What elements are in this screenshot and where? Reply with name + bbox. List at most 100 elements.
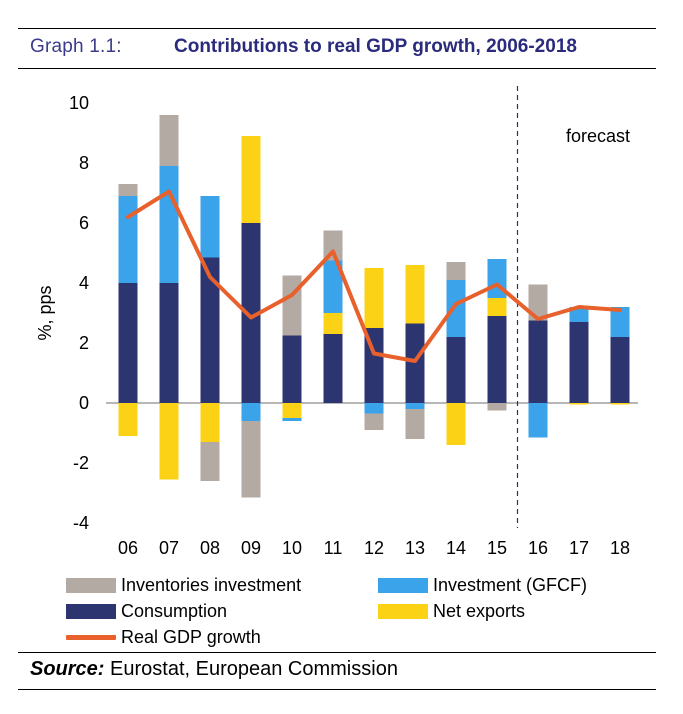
legend-item-inventories: Inventories investment: [66, 575, 301, 596]
bar-net-exports: [159, 403, 179, 480]
chart-bars: [118, 115, 630, 498]
header-rule: [18, 68, 656, 69]
bar-net-exports: [405, 265, 425, 324]
bar-inventories: [405, 409, 425, 439]
source-label: Source:: [30, 658, 105, 680]
bar-inventories: [241, 421, 261, 498]
y-axis-label: %, pps: [35, 285, 55, 340]
bar-investment: [569, 307, 589, 322]
bar-investment: [159, 166, 179, 283]
chart-header: Graph 1.1: Contributions to real GDP gro…: [30, 34, 656, 64]
bar-net-exports: [241, 136, 261, 223]
legend-label-net-exports: Net exports: [433, 601, 526, 621]
bar-consumption: [118, 283, 138, 403]
bar-inventories: [528, 284, 548, 321]
bar-net-exports: [282, 403, 302, 418]
x-tick-label: 14: [446, 538, 466, 558]
bar-investment: [241, 403, 261, 421]
y-tick-label: 0: [79, 393, 89, 413]
chart-labels: -4 -2 0 2 4 6 8 10 %, pps 06 07 08 09 10 11 12 13 14 15 16 1…: [35, 93, 630, 558]
bar-inventories: [364, 413, 384, 430]
legend-item-consumption: Consumption: [66, 601, 227, 622]
bar-investment: [405, 403, 425, 409]
legend-label-gdp-growth: Real GDP growth: [121, 627, 261, 647]
legend-swatch-inventories: [66, 578, 116, 593]
source-text: Eurostat, European Commission: [110, 658, 398, 680]
x-tick-label: 06: [118, 538, 138, 558]
bar-consumption: [200, 257, 220, 403]
bar-consumption: [569, 322, 589, 403]
bar-consumption: [487, 316, 507, 403]
bar-inventories: [200, 442, 220, 481]
x-tick-label: 12: [364, 538, 384, 558]
bar-net-exports: [446, 403, 466, 445]
legend-label-inventories: Inventories investment: [121, 575, 302, 595]
bar-inventories: [118, 184, 138, 196]
chart-line: [126, 189, 622, 363]
bar-investment: [118, 196, 138, 283]
chart-title: Contributions to real GDP growth, 2006-2…: [174, 36, 577, 57]
legend-item-net-exports: Net exports: [378, 601, 525, 622]
bar-consumption: [405, 323, 425, 403]
x-tick-label: 18: [610, 538, 630, 558]
y-tick-label: 10: [69, 93, 89, 113]
legend-item-gdp-growth: Real GDP growth: [66, 627, 261, 648]
legend-swatch-consumption: [66, 604, 116, 619]
bar-net-exports: [364, 268, 384, 328]
y-tick-label: 2: [79, 333, 89, 353]
legend-label-consumption: Consumption: [121, 601, 228, 621]
y-tick-label: 4: [79, 273, 89, 293]
gdp-contributions-chart: -4 -2 0 2 4 6 8 10 %, pps 06 07 08 09 10 11 12 13 14 15 16 1…: [35, 86, 638, 558]
bar-net-exports: [200, 403, 220, 442]
forecast-annotation: forecast: [566, 126, 630, 146]
legend-item-investment: Investment (GFCF): [378, 575, 587, 596]
bar-investment: [323, 260, 343, 313]
x-tick-label: 15: [487, 538, 507, 558]
bar-consumption: [159, 283, 179, 403]
bar-investment: [446, 280, 466, 337]
x-tick-label: 17: [569, 538, 589, 558]
top-rule: [18, 28, 656, 29]
y-tick-label: 6: [79, 213, 89, 233]
bar-consumption: [446, 337, 466, 403]
bar-investment: [610, 307, 630, 337]
y-tick-label: -4: [73, 513, 89, 533]
x-tick-label: 08: [200, 538, 220, 558]
y-tick-label: 8: [79, 153, 89, 173]
bar-net-exports: [118, 403, 138, 436]
legend-swatch-gdp-growth: [66, 635, 116, 640]
bar-investment: [528, 403, 548, 438]
x-tick-label: 07: [159, 538, 179, 558]
x-tick-label: 13: [405, 538, 425, 558]
x-tick-label: 16: [528, 538, 548, 558]
graph-number-label: Graph 1.1:: [30, 36, 122, 57]
legend-label-investment: Investment (GFCF): [433, 575, 588, 595]
bar-inventories: [487, 403, 507, 411]
bottom-rule: [18, 689, 656, 690]
bar-inventories: [323, 230, 343, 261]
bar-net-exports: [323, 313, 343, 334]
bar-consumption: [282, 335, 302, 403]
bar-net-exports: [487, 298, 507, 316]
x-tick-label: 09: [241, 538, 261, 558]
bar-investment: [364, 403, 384, 414]
x-tick-label: 11: [324, 538, 343, 558]
bar-consumption: [610, 337, 630, 403]
bar-investment: [200, 196, 220, 258]
bar-consumption: [528, 320, 548, 403]
y-tick-label: -2: [73, 453, 89, 473]
chart-legend: Inventories investment Investment (GFCF)…: [0, 565, 683, 655]
bar-consumption: [323, 334, 343, 403]
bar-inventories: [282, 275, 302, 336]
bar-consumption: [241, 223, 261, 403]
bar-net-exports: [569, 403, 589, 405]
source-top-rule: [18, 652, 656, 653]
bar-inventories: [446, 262, 466, 280]
bar-investment: [282, 418, 302, 421]
legend-swatch-net-exports: [378, 604, 428, 619]
bar-net-exports: [610, 403, 630, 405]
x-tick-label: 10: [282, 538, 302, 558]
bar-inventories: [159, 115, 179, 166]
legend-swatch-investment: [378, 578, 428, 593]
source-note: Source: Eurostat, European Commission: [30, 658, 398, 681]
